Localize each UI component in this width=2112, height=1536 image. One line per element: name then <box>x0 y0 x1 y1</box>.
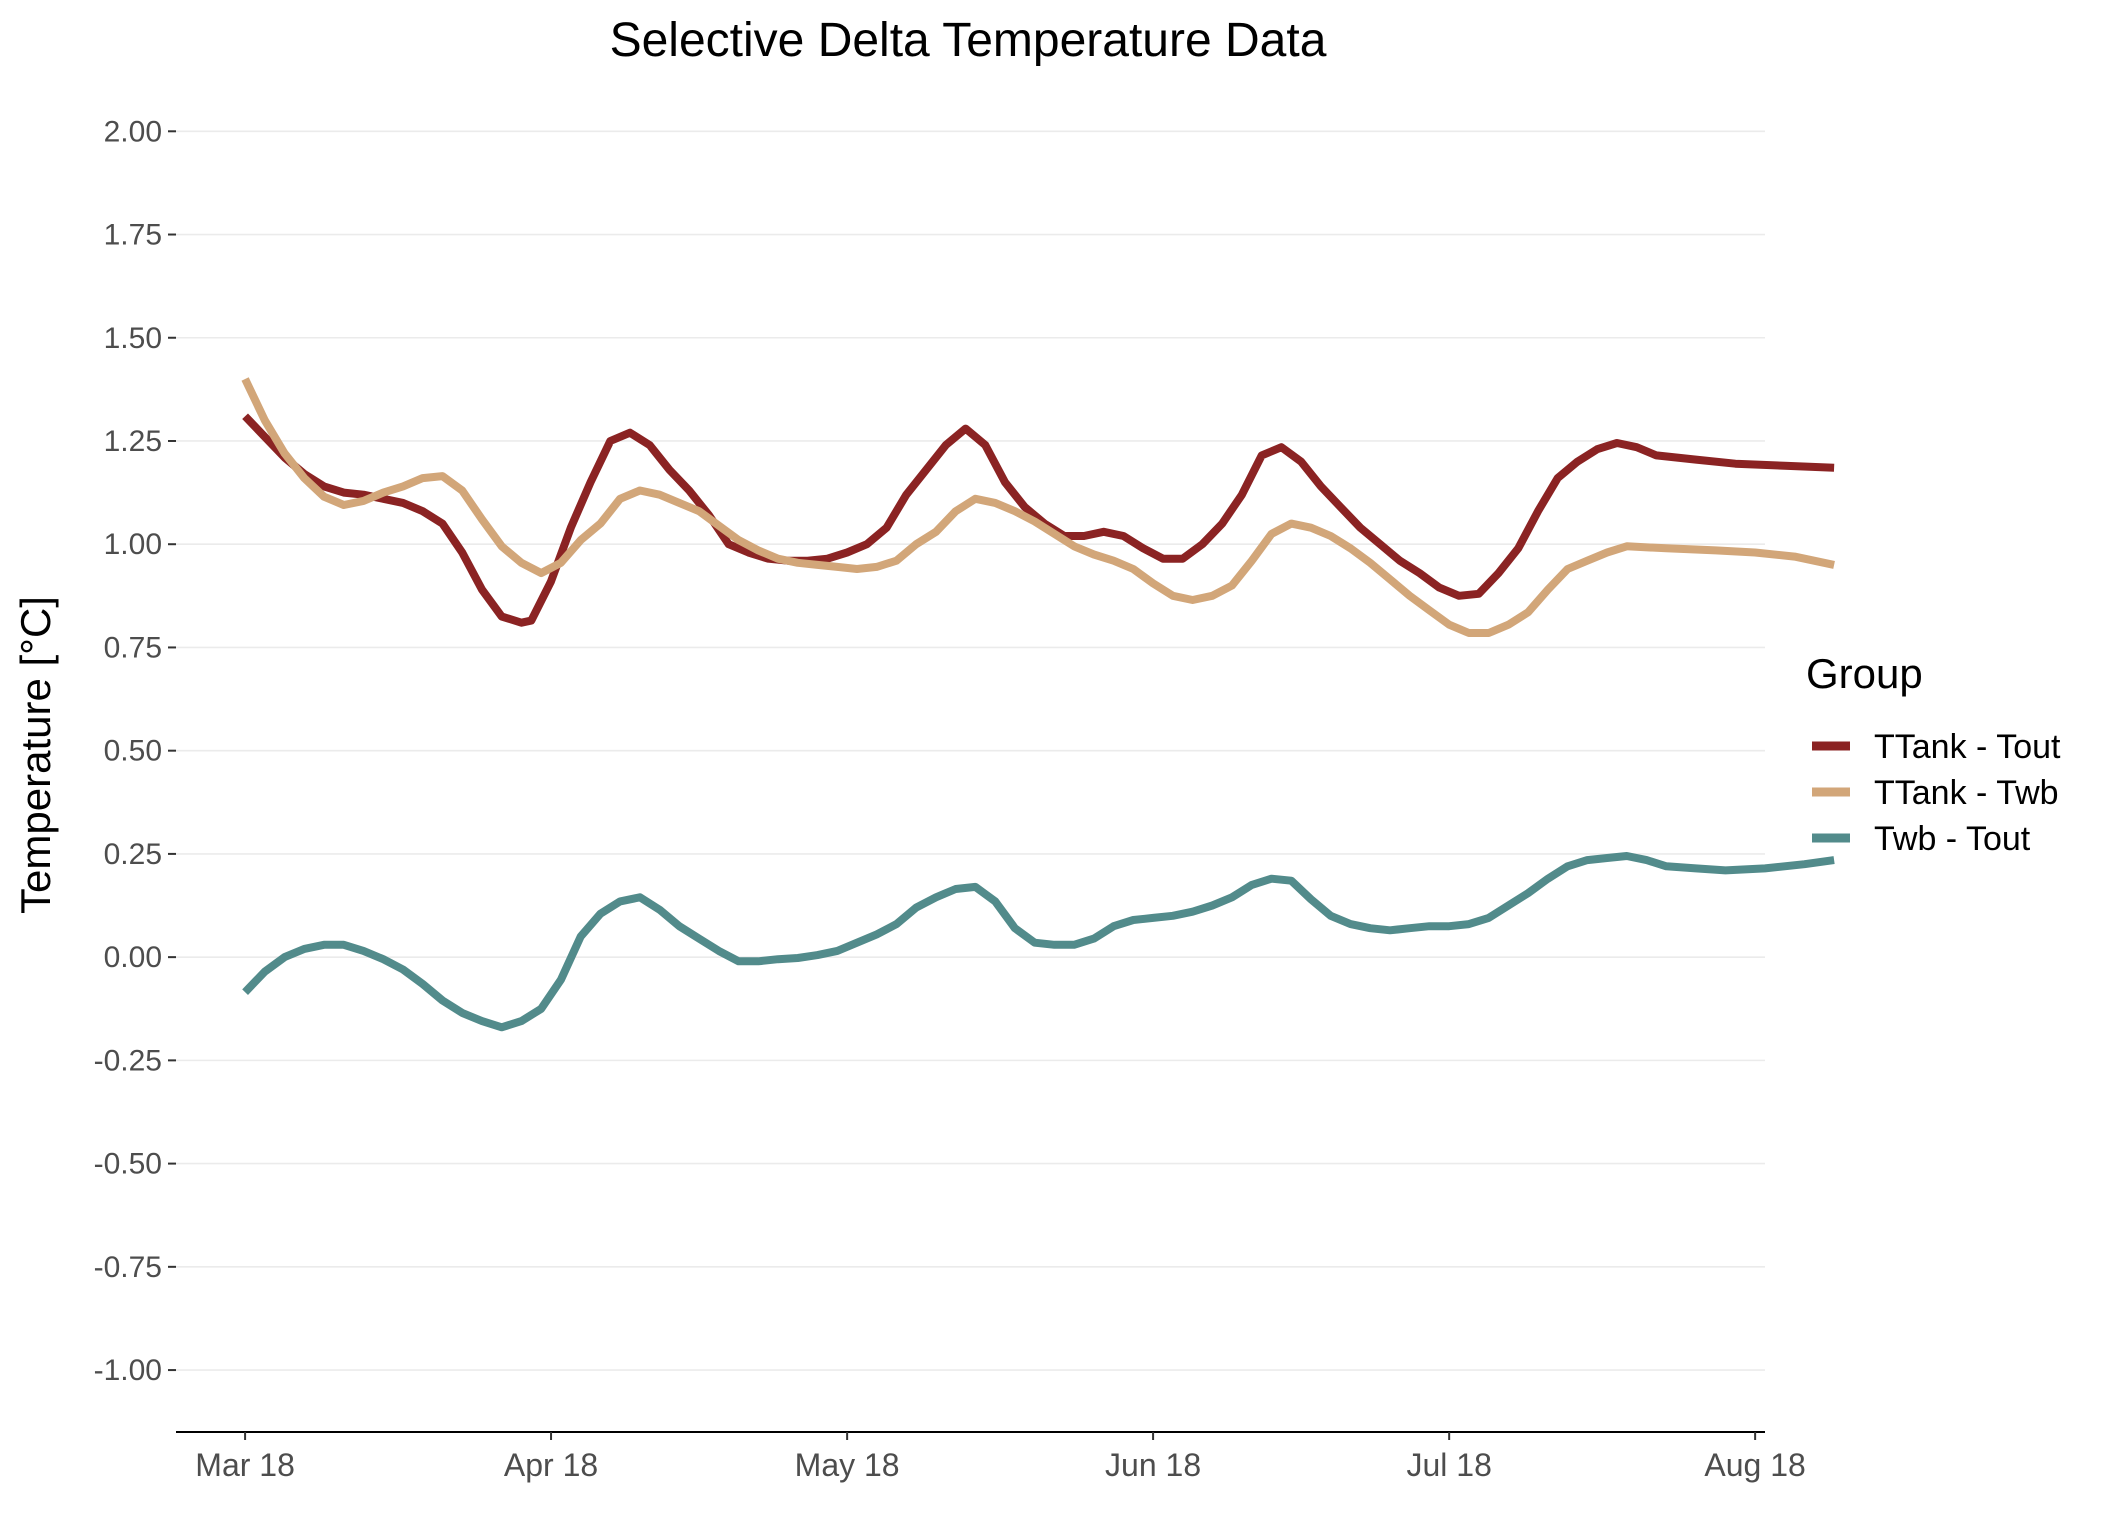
y-tick-label: 2.00 <box>104 115 162 148</box>
y-tick-label: 0.00 <box>104 941 162 974</box>
x-tick-label: Jun 18 <box>1105 1447 1201 1483</box>
y-axis: -1.00 -0.75 -0.50 -0.25 0.00 0.25 0.50 0.75 1.00… <box>94 115 176 1387</box>
y-tick-label: 1.75 <box>104 219 162 252</box>
x-axis: Mar 18 Apr 18 May 18 Jun 18 Jul 18 Aug 18 <box>176 1431 1806 1483</box>
legend: Group TTank - Tout TTank - Twb Twb - Tout <box>1806 650 2061 858</box>
legend-label: Twb - Tout <box>1874 820 2031 858</box>
x-tick-label: Jul 18 <box>1406 1447 1491 1483</box>
series-line <box>241 377 1835 637</box>
y-tick-label: 1.25 <box>104 425 162 458</box>
x-tick-label: Mar 18 <box>195 1447 295 1483</box>
x-tick-label: May 18 <box>795 1447 900 1483</box>
chart-title: Selective Delta Temperature Data <box>610 14 1327 67</box>
y-tick-label: -1.00 <box>94 1354 162 1387</box>
y-tick-label: -0.25 <box>94 1044 162 1077</box>
legend-title: Group <box>1806 650 1923 697</box>
x-tick-label: Apr 18 <box>504 1447 598 1483</box>
y-tick-label: 1.00 <box>104 528 162 561</box>
x-tick-label: Aug 18 <box>1704 1447 1805 1483</box>
series-line <box>242 413 1835 627</box>
y-tick-label: -0.50 <box>94 1148 162 1181</box>
legend-label: TTank - Tout <box>1874 728 2061 766</box>
y-tick-label: 0.25 <box>104 838 162 871</box>
gridlines <box>176 130 1765 1371</box>
y-tick-label: 0.50 <box>104 735 162 768</box>
series-line <box>242 852 1835 1032</box>
y-tick-label: 0.75 <box>104 631 162 664</box>
y-axis-label: Temperature [°C] <box>12 596 59 914</box>
legend-label: TTank - Twb <box>1874 774 2059 812</box>
series-lines <box>241 377 1835 1032</box>
y-tick-label: -0.75 <box>94 1251 162 1284</box>
y-tick-label: 1.50 <box>104 322 162 355</box>
